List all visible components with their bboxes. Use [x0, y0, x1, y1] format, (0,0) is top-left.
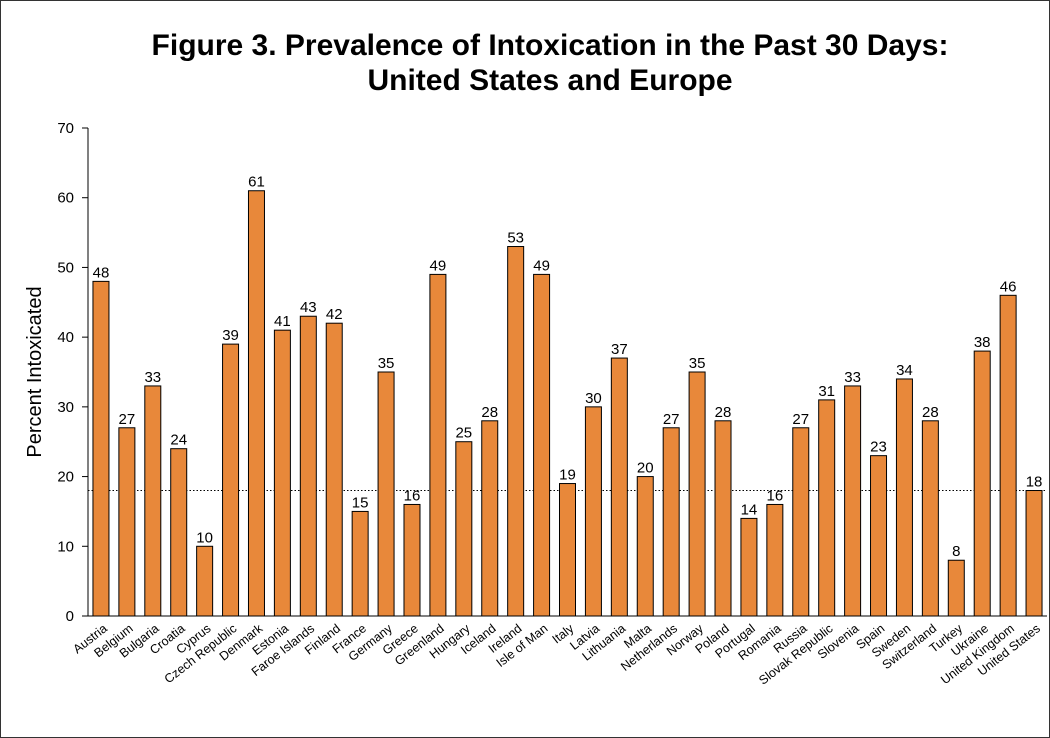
bar-value-label: 16 — [767, 487, 784, 504]
bar — [481, 420, 499, 617]
bar — [766, 503, 784, 617]
bar-value-label: 48 — [93, 264, 110, 281]
bar-value-label: 37 — [611, 341, 628, 358]
bar — [377, 371, 395, 617]
bar-value-label: 28 — [715, 404, 732, 421]
chart-bars — [92, 190, 1043, 617]
bar-value-label: 43 — [300, 299, 317, 316]
bar-value-label: 27 — [119, 411, 136, 428]
bar-value-label: 46 — [1000, 278, 1017, 295]
bar — [740, 517, 758, 617]
bar — [584, 406, 602, 617]
bar-value-label: 8 — [952, 543, 960, 560]
bar-value-label: 39 — [222, 327, 239, 344]
y-tick-label: 60 — [57, 190, 74, 207]
bar — [118, 427, 136, 617]
bar — [999, 294, 1017, 617]
bar — [870, 455, 888, 617]
bar — [662, 427, 680, 617]
bar-value-label: 27 — [663, 411, 680, 428]
bar-value-label: 34 — [896, 362, 913, 379]
bar — [921, 420, 939, 617]
bar-value-label: 24 — [170, 432, 187, 449]
bar — [429, 273, 447, 617]
bar — [403, 503, 421, 617]
chart-title-line-2: United States and Europe — [367, 64, 733, 97]
y-tick-label: 20 — [57, 469, 74, 486]
bar — [351, 510, 369, 617]
bar-value-label: 15 — [352, 494, 369, 511]
bar-value-label: 53 — [507, 230, 524, 247]
bar — [973, 350, 991, 617]
bar-value-label: 28 — [481, 404, 498, 421]
bar-value-label: 49 — [430, 257, 447, 274]
bar — [507, 246, 525, 617]
bar-value-label: 61 — [248, 174, 265, 191]
bar — [92, 280, 110, 617]
y-tick-label: 10 — [57, 538, 74, 555]
y-axis-label: Percent Intoxicated — [24, 286, 46, 457]
y-tick-label: 0 — [66, 608, 74, 625]
bar-value-label: 35 — [378, 355, 395, 372]
bar-value-label: 38 — [974, 334, 991, 351]
chart-labels: 48Austria27Belgium33Bulgaria24Croatia10C… — [71, 174, 1043, 688]
bar-value-label: 30 — [585, 390, 602, 407]
chart-title-line-1: Figure 3. Prevalence of Intoxication in … — [151, 29, 949, 62]
bar — [792, 427, 810, 617]
y-tick-label: 30 — [57, 399, 74, 416]
bar — [196, 545, 214, 617]
bar — [247, 190, 265, 617]
chart-title: Figure 3. Prevalence of Intoxication in … — [60, 28, 1040, 98]
bar — [714, 420, 732, 617]
bar-value-label: 20 — [637, 460, 654, 477]
bar — [844, 385, 862, 617]
y-tick-label: 40 — [57, 329, 74, 346]
bar — [559, 483, 576, 617]
bar — [273, 329, 291, 617]
bar-value-label: 33 — [844, 369, 861, 386]
bar-value-label: 33 — [144, 369, 161, 386]
bar-value-label: 16 — [404, 487, 421, 504]
bar-value-label: 49 — [533, 257, 550, 274]
bar-value-label: 31 — [818, 383, 835, 400]
bar — [170, 448, 188, 617]
bar — [947, 559, 965, 617]
y-tick-label: 50 — [57, 259, 74, 276]
bar — [144, 385, 162, 617]
bar — [533, 273, 551, 617]
bar-value-label: 35 — [689, 355, 706, 372]
bar — [325, 322, 343, 617]
bar-value-label: 25 — [455, 425, 472, 442]
bar — [455, 441, 473, 617]
bar — [299, 315, 317, 617]
bar-value-label: 19 — [559, 467, 576, 484]
bar — [222, 343, 240, 617]
bar-value-label: 18 — [1026, 474, 1043, 491]
bar — [818, 399, 836, 617]
bar — [895, 378, 913, 617]
bar — [1025, 490, 1043, 617]
bar-value-label: 23 — [870, 439, 887, 456]
y-tick-label: 70 — [57, 120, 74, 137]
bar-value-label: 10 — [196, 529, 213, 546]
bar-value-label: 41 — [274, 313, 291, 330]
bar-value-label: 28 — [922, 404, 939, 421]
bar — [688, 371, 706, 617]
bar-value-label: 14 — [741, 501, 758, 518]
bar-value-label: 27 — [792, 411, 809, 428]
bar-value-label: 42 — [326, 306, 343, 323]
bar — [636, 476, 654, 617]
bar — [610, 357, 628, 617]
